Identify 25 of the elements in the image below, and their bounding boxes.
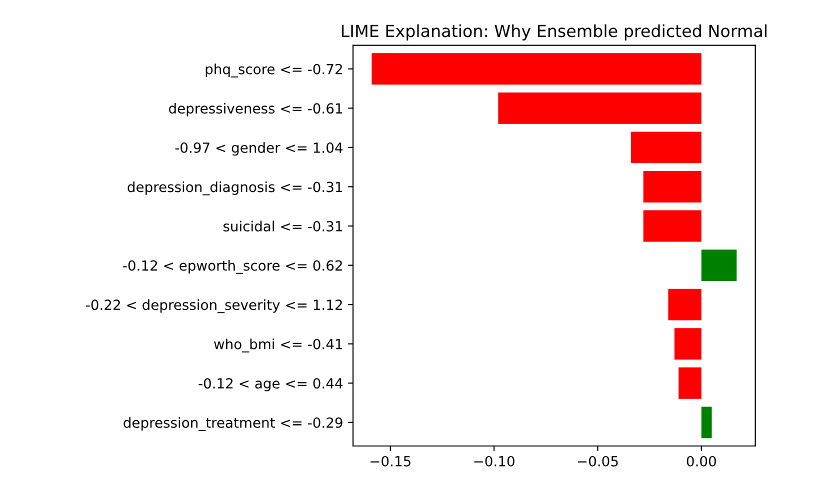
y-tick-label: depressiveness <= -0.61 xyxy=(168,102,342,116)
bar xyxy=(701,406,712,438)
bar xyxy=(643,171,702,202)
bar xyxy=(630,132,702,164)
x-tick-label: −0.10 xyxy=(474,456,514,466)
x-tick-label: −0.05 xyxy=(578,456,618,466)
x-tick-label: 0.00 xyxy=(686,456,716,466)
bar xyxy=(674,328,702,360)
y-tick-label: suicidal <= -0.31 xyxy=(223,220,342,232)
y-tick-label: who_bmi <= -0.41 xyxy=(214,338,342,352)
y-tick-label: -0.12 < epworth_score <= 0.62 xyxy=(123,260,342,274)
bar xyxy=(701,250,737,282)
y-tick-label: phq_score <= -0.72 xyxy=(206,64,342,78)
y-tick-label: -0.12 < age <= 0.44 xyxy=(198,378,343,392)
chart-title: LIME Explanation: Why Ensemble predicted Normal xyxy=(342,24,766,40)
bar xyxy=(668,288,702,320)
y-tick-label: -0.22 < depression_severity <= 1.12 xyxy=(86,299,342,314)
bar xyxy=(678,367,702,399)
bar xyxy=(372,53,702,85)
y-tick-label: -0.97 < gender <= 1.04 xyxy=(175,142,343,156)
bar xyxy=(498,92,702,124)
bar xyxy=(643,210,702,242)
y-tick-label: depression_diagnosis <= -0.31 xyxy=(128,181,342,196)
y-tick-label: depression_treatment <= -0.29 xyxy=(124,417,342,431)
x-tick-label: −0.15 xyxy=(370,456,410,466)
